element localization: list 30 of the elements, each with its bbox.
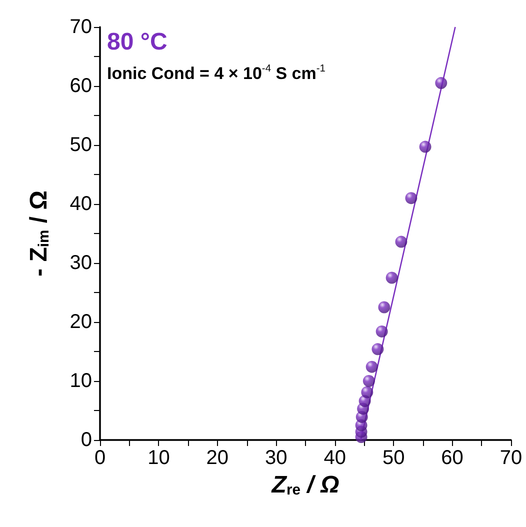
x-tick-label: 0 (94, 447, 106, 469)
x-tick-label: 10 (148, 447, 170, 469)
annotation: 80 °C (107, 28, 168, 56)
point (376, 325, 388, 338)
point (378, 301, 390, 314)
x-tick-label: 20 (206, 447, 229, 469)
y-tick-label: 30 (70, 252, 92, 274)
x-tick-label: 40 (324, 447, 346, 469)
y-tick-label: 0 (80, 429, 92, 451)
point (405, 192, 418, 204)
point (419, 140, 432, 153)
x-tick-label: 50 (382, 447, 405, 469)
point (386, 272, 398, 284)
x-axis-title: Zre / Ω (270, 471, 340, 498)
point (395, 236, 408, 248)
point (366, 360, 378, 373)
x-tick-label: 70 (500, 447, 522, 469)
y-tick-label: 20 (70, 311, 92, 333)
y-tick-label: 50 (70, 134, 92, 156)
point (435, 77, 448, 90)
point (372, 343, 384, 356)
x-tick-label: 30 (265, 447, 288, 469)
y-tick-label: 40 (70, 193, 92, 215)
point (362, 375, 375, 387)
y-tick-label: 70 (70, 16, 92, 38)
x-tick-label: 60 (441, 447, 464, 469)
y-axis-title: - Zim / Ω (26, 190, 53, 276)
point (361, 386, 374, 398)
y-tick-label: 10 (70, 370, 92, 392)
y-tick-label: 60 (70, 75, 92, 97)
